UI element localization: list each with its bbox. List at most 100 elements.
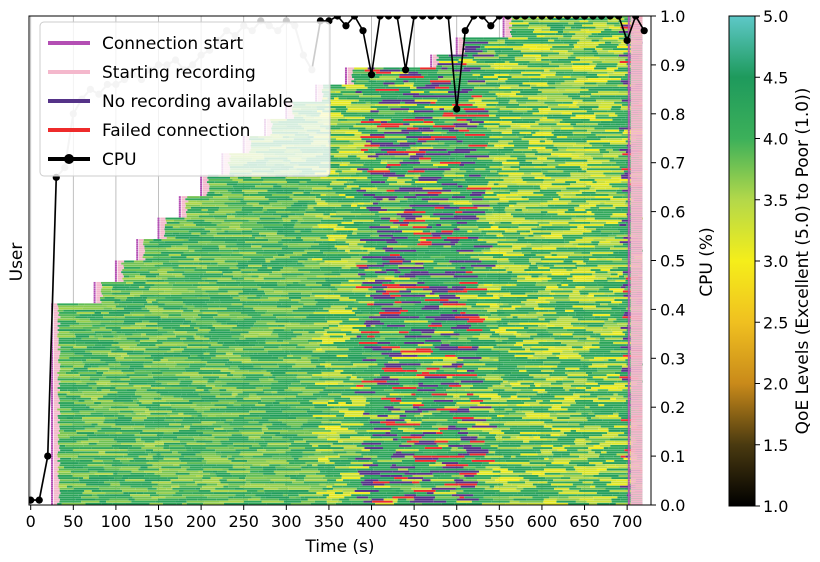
qoe-segment [110,348,117,351]
qoe-segment [196,457,204,460]
qoe-segment [231,303,243,306]
qoe-segment [187,288,202,291]
qoe-segment [322,342,334,344]
qoe-segment [74,414,86,417]
connection-start-mark [51,483,54,486]
qoe-segment [538,290,551,293]
qoe-segment [340,459,352,462]
qoe-segment [101,333,125,336]
no-recording-segment [466,369,475,372]
qoe-segment [263,447,289,450]
qoe-segment [563,387,577,389]
qoe-segment [200,357,205,359]
qoe-segment [575,286,586,289]
failed-connection-segment [411,393,416,396]
starting-recording-segment [53,408,58,411]
qoe-segment [217,470,227,473]
starting-recording-segment [630,290,643,293]
qoe-segment [406,288,423,291]
qoe-segment [562,339,578,342]
qoe-segment [608,387,618,389]
qoe-segment [159,399,166,402]
no-recording-segment [461,314,479,317]
starting-recording-segment [630,485,643,488]
qoe-segment [399,402,422,404]
qoe-segment [298,494,323,497]
qoe-segment [145,348,171,351]
qoe-segment [241,275,252,278]
qoe-segment [363,440,385,443]
starting-recording-segment [53,337,59,340]
qoe-segment [507,397,531,400]
qoe-segment [582,365,589,368]
qoe-segment [204,335,212,338]
qoe-segment [275,434,298,437]
failed-connection-segment [409,350,434,353]
qoe-segment [308,331,315,334]
qoe-segment [547,391,561,394]
starting-recording-segment [53,462,61,465]
starting-recording-segment [630,286,643,289]
qoe-segment [109,397,132,400]
qoe-segment [517,279,543,282]
qoe-segment [253,365,262,368]
qoe-segment [113,438,136,441]
qoe-segment [279,457,294,460]
qoe-segment [153,357,164,359]
qoe-segment [503,294,528,297]
qoe-segment [57,459,76,462]
qoe-segment [261,286,286,289]
qoe-segment [535,429,553,432]
no-recording-segment [358,266,369,269]
qoe-segment [198,434,212,437]
qoe-segment [204,357,212,359]
qoe-segment [111,425,132,428]
qoe-segment [89,474,99,477]
qoe-segment [183,489,199,492]
qoe-segment [180,352,190,355]
qoe-segment [123,264,147,267]
qoe-segment [511,483,533,486]
no-recording-segment [364,322,384,325]
qoe-segment [126,389,137,392]
qoe-segment [228,468,239,471]
qoe-segment [561,455,580,458]
qoe-segment [155,500,176,503]
qoe-segment [463,359,480,362]
qoe-segment [614,459,631,462]
no-recording-segment [447,318,470,321]
qoe-segment [160,474,179,477]
qoe-segment [447,442,460,445]
qoe-segment [423,382,433,385]
qoe-segment [360,425,376,428]
qoe-segment [375,502,395,505]
qoe-segment [123,275,130,278]
qoe-segment [513,477,524,480]
qoe-segment [282,427,304,430]
qoe-segment [325,483,335,486]
qoe-segment [130,284,155,287]
qoe-segment [598,427,609,430]
qoe-segment [57,372,66,374]
qoe-segment [260,436,273,439]
starting-recording-segment [630,359,643,362]
qoe-segment [149,459,159,462]
user-row [51,397,643,400]
qoe-segment [512,408,520,411]
failed-connection-segment [379,311,401,314]
qoe-segment [155,427,180,430]
qoe-segment [232,296,248,299]
qoe-segment [574,284,598,287]
qoe-segment [375,425,395,428]
starting-recording-segment [630,339,643,342]
qoe-segment [183,417,189,419]
qoe-segment [569,294,588,297]
qoe-segment [122,348,135,351]
qoe-segment [232,352,245,355]
qoe-segment [151,311,163,314]
qoe-segment [559,410,576,413]
qoe-segment [166,487,173,490]
qoe-segment [470,339,496,342]
qoe-segment [330,444,342,447]
qoe-segment [581,288,600,291]
